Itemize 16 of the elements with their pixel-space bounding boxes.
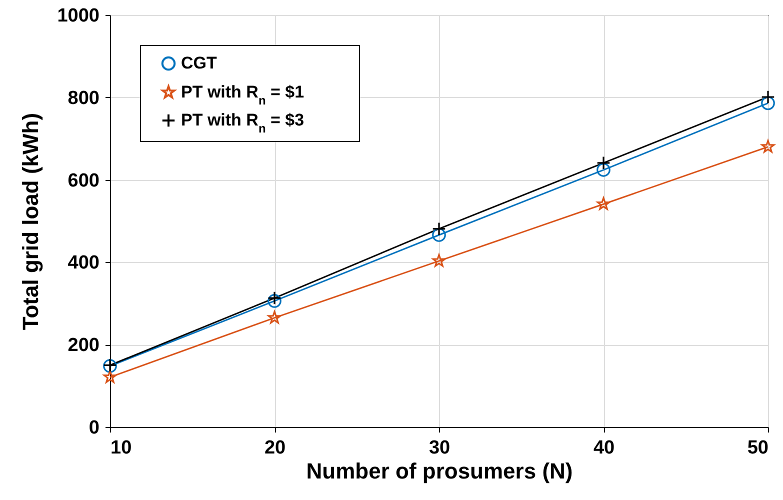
legend-label: PT with R$_{n}$ = $1 bbox=[181, 82, 304, 108]
x-tick-label: 50 bbox=[747, 438, 768, 458]
y-tick-label: 800 bbox=[68, 88, 100, 109]
x-tick-label: 20 bbox=[264, 438, 286, 458]
x-tick-label: 40 bbox=[593, 438, 615, 458]
y-tick-label: 600 bbox=[68, 170, 100, 192]
y-tick-label: 200 bbox=[68, 335, 100, 356]
y-axis-title: Total grid load (kWh) bbox=[18, 112, 44, 330]
x-tick-label: 30 bbox=[428, 438, 450, 458]
y-tick-label: 400 bbox=[68, 252, 100, 274]
legend-label: CGT bbox=[181, 54, 218, 72]
x-axis-title: Number of prosumers (N) bbox=[306, 458, 573, 484]
legend-label: PT with R$_{n}$ = $3 bbox=[181, 110, 304, 136]
y-tick-label: 0 bbox=[88, 418, 100, 438]
x-tick-label: 10 bbox=[110, 438, 132, 458]
y-tick-label: 1000 bbox=[57, 6, 100, 26]
